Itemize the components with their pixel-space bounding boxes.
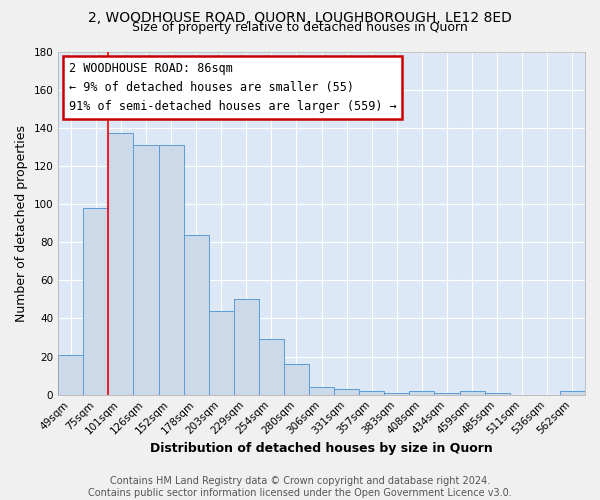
Y-axis label: Number of detached properties: Number of detached properties	[15, 124, 28, 322]
Bar	[460, 391, 485, 394]
X-axis label: Distribution of detached houses by size in Quorn: Distribution of detached houses by size …	[150, 442, 493, 455]
Bar	[334, 389, 359, 394]
Bar	[234, 300, 259, 394]
Text: Size of property relative to detached houses in Quorn: Size of property relative to detached ho…	[132, 22, 468, 35]
Text: 2 WOODHOUSE ROAD: 86sqm
← 9% of detached houses are smaller (55)
91% of semi-det: 2 WOODHOUSE ROAD: 86sqm ← 9% of detached…	[69, 62, 397, 113]
Bar	[560, 391, 585, 394]
Bar	[58, 354, 83, 395]
Bar	[385, 393, 409, 394]
Bar	[259, 340, 284, 394]
Bar	[409, 391, 434, 394]
Text: 2, WOODHOUSE ROAD, QUORN, LOUGHBOROUGH, LE12 8ED: 2, WOODHOUSE ROAD, QUORN, LOUGHBOROUGH, …	[88, 11, 512, 25]
Bar	[485, 393, 510, 394]
Bar	[309, 387, 334, 394]
Bar	[158, 145, 184, 394]
Bar	[209, 311, 234, 394]
Bar	[83, 208, 109, 394]
Bar	[359, 391, 385, 394]
Text: Contains HM Land Registry data © Crown copyright and database right 2024.
Contai: Contains HM Land Registry data © Crown c…	[88, 476, 512, 498]
Bar	[284, 364, 309, 394]
Bar	[184, 234, 209, 394]
Bar	[434, 393, 460, 394]
Bar	[109, 134, 133, 394]
Bar	[133, 145, 158, 394]
